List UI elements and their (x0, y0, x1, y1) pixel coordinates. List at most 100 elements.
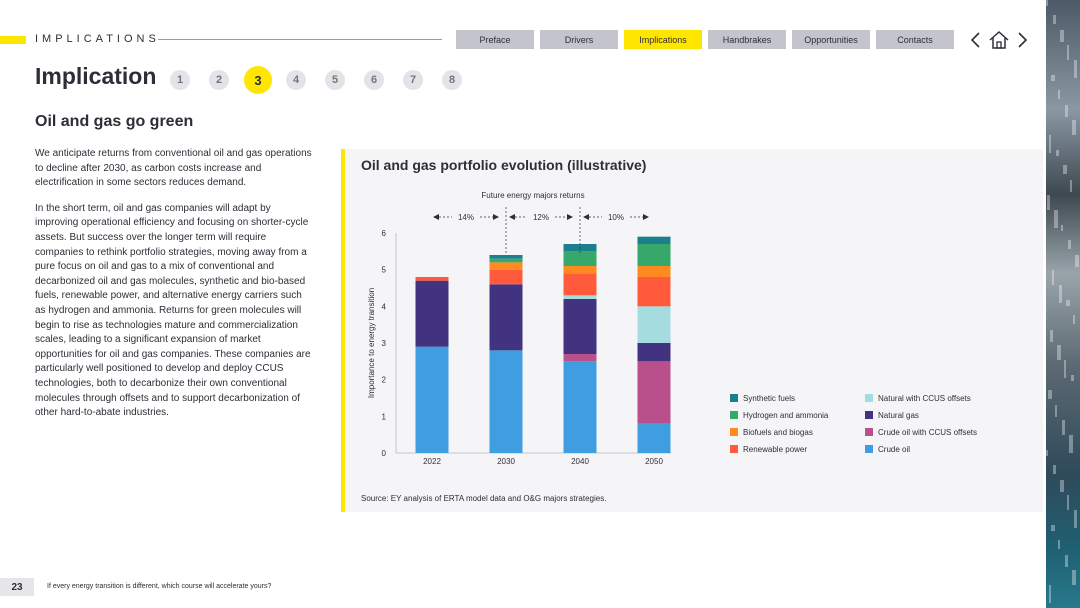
section-accent-bar (0, 36, 26, 44)
body-paragraph: In the short term, oil and gas companies… (35, 202, 311, 419)
bar-segment (489, 262, 523, 270)
photo-texture (1070, 180, 1072, 192)
returns-arrow-head (567, 214, 573, 220)
photo-texture (1053, 15, 1056, 24)
bar-segment (637, 306, 671, 343)
city-photo-strip (1046, 0, 1080, 608)
photo-texture (1050, 330, 1053, 342)
legend-swatch (730, 445, 738, 453)
pager-item-8[interactable]: 8 (442, 70, 462, 90)
legend-swatch (730, 411, 738, 419)
home-icon[interactable] (988, 30, 1010, 50)
bar-segment (489, 255, 523, 259)
photo-texture (1048, 390, 1052, 399)
photo-texture (1065, 555, 1068, 567)
nav-tab-handbrakes[interactable]: Handbrakes (708, 30, 786, 49)
chevron-left-icon[interactable] (968, 30, 982, 50)
bar-segment (637, 244, 671, 266)
legend-swatch (865, 445, 873, 453)
legend-swatch (865, 394, 873, 402)
photo-texture (1069, 435, 1073, 453)
returns-label: 12% (533, 213, 549, 222)
nav-tab-preface[interactable]: Preface (456, 30, 534, 49)
photo-texture (1058, 90, 1060, 99)
x-tick-label: 2040 (571, 457, 589, 466)
photo-texture (1072, 120, 1076, 135)
chart-source: Source: EY analysis of ERTA model data a… (361, 494, 607, 503)
photo-texture (1047, 195, 1050, 210)
bar-segment (563, 273, 597, 296)
returns-arrow-head (433, 214, 439, 220)
chart-accent-bar (341, 149, 345, 512)
y-tick-label: 2 (382, 376, 387, 385)
pager-item-7[interactable]: 7 (403, 70, 423, 90)
photo-texture (1053, 465, 1056, 474)
pager-item-2[interactable]: 2 (209, 70, 229, 90)
bar-segment (637, 423, 671, 453)
section-rule (158, 39, 442, 40)
nav-tab-drivers[interactable]: Drivers (540, 30, 618, 49)
bar-segment (563, 251, 597, 266)
pager-item-3[interactable]: 3 (244, 66, 272, 94)
bar-segment (563, 295, 597, 299)
footer-tagline: If every energy transition is different,… (47, 583, 272, 590)
bar-segment (563, 354, 597, 362)
photo-texture (1056, 150, 1059, 156)
photo-texture (1051, 525, 1055, 531)
photo-texture (1061, 225, 1063, 231)
nav-tab-implications[interactable]: Implications (624, 30, 702, 49)
photo-texture (1062, 420, 1065, 435)
returns-label: 10% (608, 213, 624, 222)
legend-swatch (730, 394, 738, 402)
photo-texture (1064, 360, 1066, 378)
photo-texture (1067, 45, 1069, 60)
pager-item-4[interactable]: 4 (286, 70, 306, 90)
photo-texture (1072, 570, 1076, 585)
nav-tab-contacts[interactable]: Contacts (876, 30, 954, 49)
photo-texture (1071, 375, 1074, 381)
legend-label: Biofuels and biogas (743, 428, 813, 437)
legend-swatch (730, 428, 738, 436)
chevron-right-icon[interactable] (1016, 30, 1030, 50)
photo-texture (1051, 75, 1055, 81)
bar-segment (563, 266, 597, 274)
chart-panel (341, 149, 1043, 512)
chart-title: Oil and gas portfolio evolution (illustr… (361, 157, 647, 173)
returns-label: 14% (458, 213, 474, 222)
x-tick-label: 2050 (645, 457, 663, 466)
pager-item-5[interactable]: 5 (325, 70, 345, 90)
photo-texture (1046, 450, 1048, 456)
y-tick-label: 6 (382, 229, 387, 238)
nav-tab-opportunities[interactable]: Opportunities (792, 30, 870, 49)
stacked-bar-chart: 0 1 2 3 4 5 6 Importance to energy transition 20… (367, 191, 977, 466)
returns-arrow-head (643, 214, 649, 220)
photo-texture (1074, 60, 1077, 78)
bar-segment (637, 277, 671, 307)
nav-controls (968, 30, 1030, 50)
legend-label: Synthetic fuels (743, 394, 795, 403)
returns-arrow-head (509, 214, 515, 220)
page-number: 23 (0, 578, 34, 596)
photo-texture (1068, 240, 1071, 249)
pager-item-1[interactable]: 1 (170, 70, 190, 90)
photo-texture (1060, 30, 1064, 42)
photo-texture (1049, 585, 1051, 603)
y-tick-label: 0 (382, 449, 387, 458)
photo-texture (1049, 135, 1051, 153)
returns-arrow-head (583, 214, 589, 220)
bar-segment (415, 346, 449, 453)
photo-texture (1065, 105, 1068, 117)
bar-segment (415, 277, 449, 281)
y-tick-label: 5 (382, 266, 387, 275)
legend-label: Renewable power (743, 445, 807, 454)
section-subtitle: Oil and gas go green (35, 113, 194, 130)
bar-segment (637, 236, 671, 244)
photo-texture (1074, 510, 1077, 528)
photo-texture (1060, 480, 1064, 492)
pager-item-6[interactable]: 6 (364, 70, 384, 90)
bar-segment (637, 343, 671, 362)
photo-texture (1054, 210, 1058, 228)
page-title: Implication (35, 63, 157, 89)
